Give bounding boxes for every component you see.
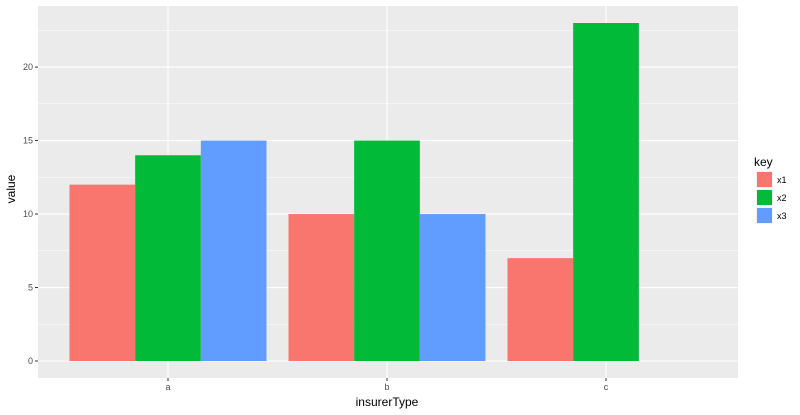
y-axis: 0 5 10 15 20 [23, 62, 38, 366]
bar-x1-b [288, 214, 355, 361]
bar-x3-b [419, 214, 486, 361]
y-tick-label: 0 [28, 356, 33, 366]
bar-x1-a [69, 184, 136, 361]
legend-label-x2: x2 [777, 193, 787, 203]
bar-x2-b [354, 140, 420, 361]
bar-x3-a [200, 140, 267, 361]
y-tick-label: 10 [23, 209, 33, 219]
legend-label-x3: x3 [777, 211, 787, 221]
y-tick-label: 5 [28, 283, 33, 293]
y-tick-label: 15 [23, 136, 33, 146]
bar-x2-a [135, 155, 201, 361]
x-tick-label: b [384, 382, 389, 392]
bar-x2-c [573, 23, 639, 361]
y-axis-title: value [4, 174, 18, 203]
legend-key-x3 [757, 208, 772, 223]
legend-title: key [754, 155, 773, 169]
legend-key-x2 [757, 190, 772, 205]
x-axis: a b c [165, 378, 609, 392]
legend-key-x1 [757, 172, 772, 187]
legend-label-x1: x1 [777, 175, 787, 185]
legend: key x1 x2 x3 [754, 155, 787, 224]
x-tick-label: c [604, 382, 609, 392]
bar-x1-c [507, 258, 574, 361]
x-tick-label: a [165, 382, 170, 392]
bars [69, 23, 639, 361]
y-tick-label: 20 [23, 62, 33, 72]
x-axis-title: insurerType [356, 395, 419, 409]
